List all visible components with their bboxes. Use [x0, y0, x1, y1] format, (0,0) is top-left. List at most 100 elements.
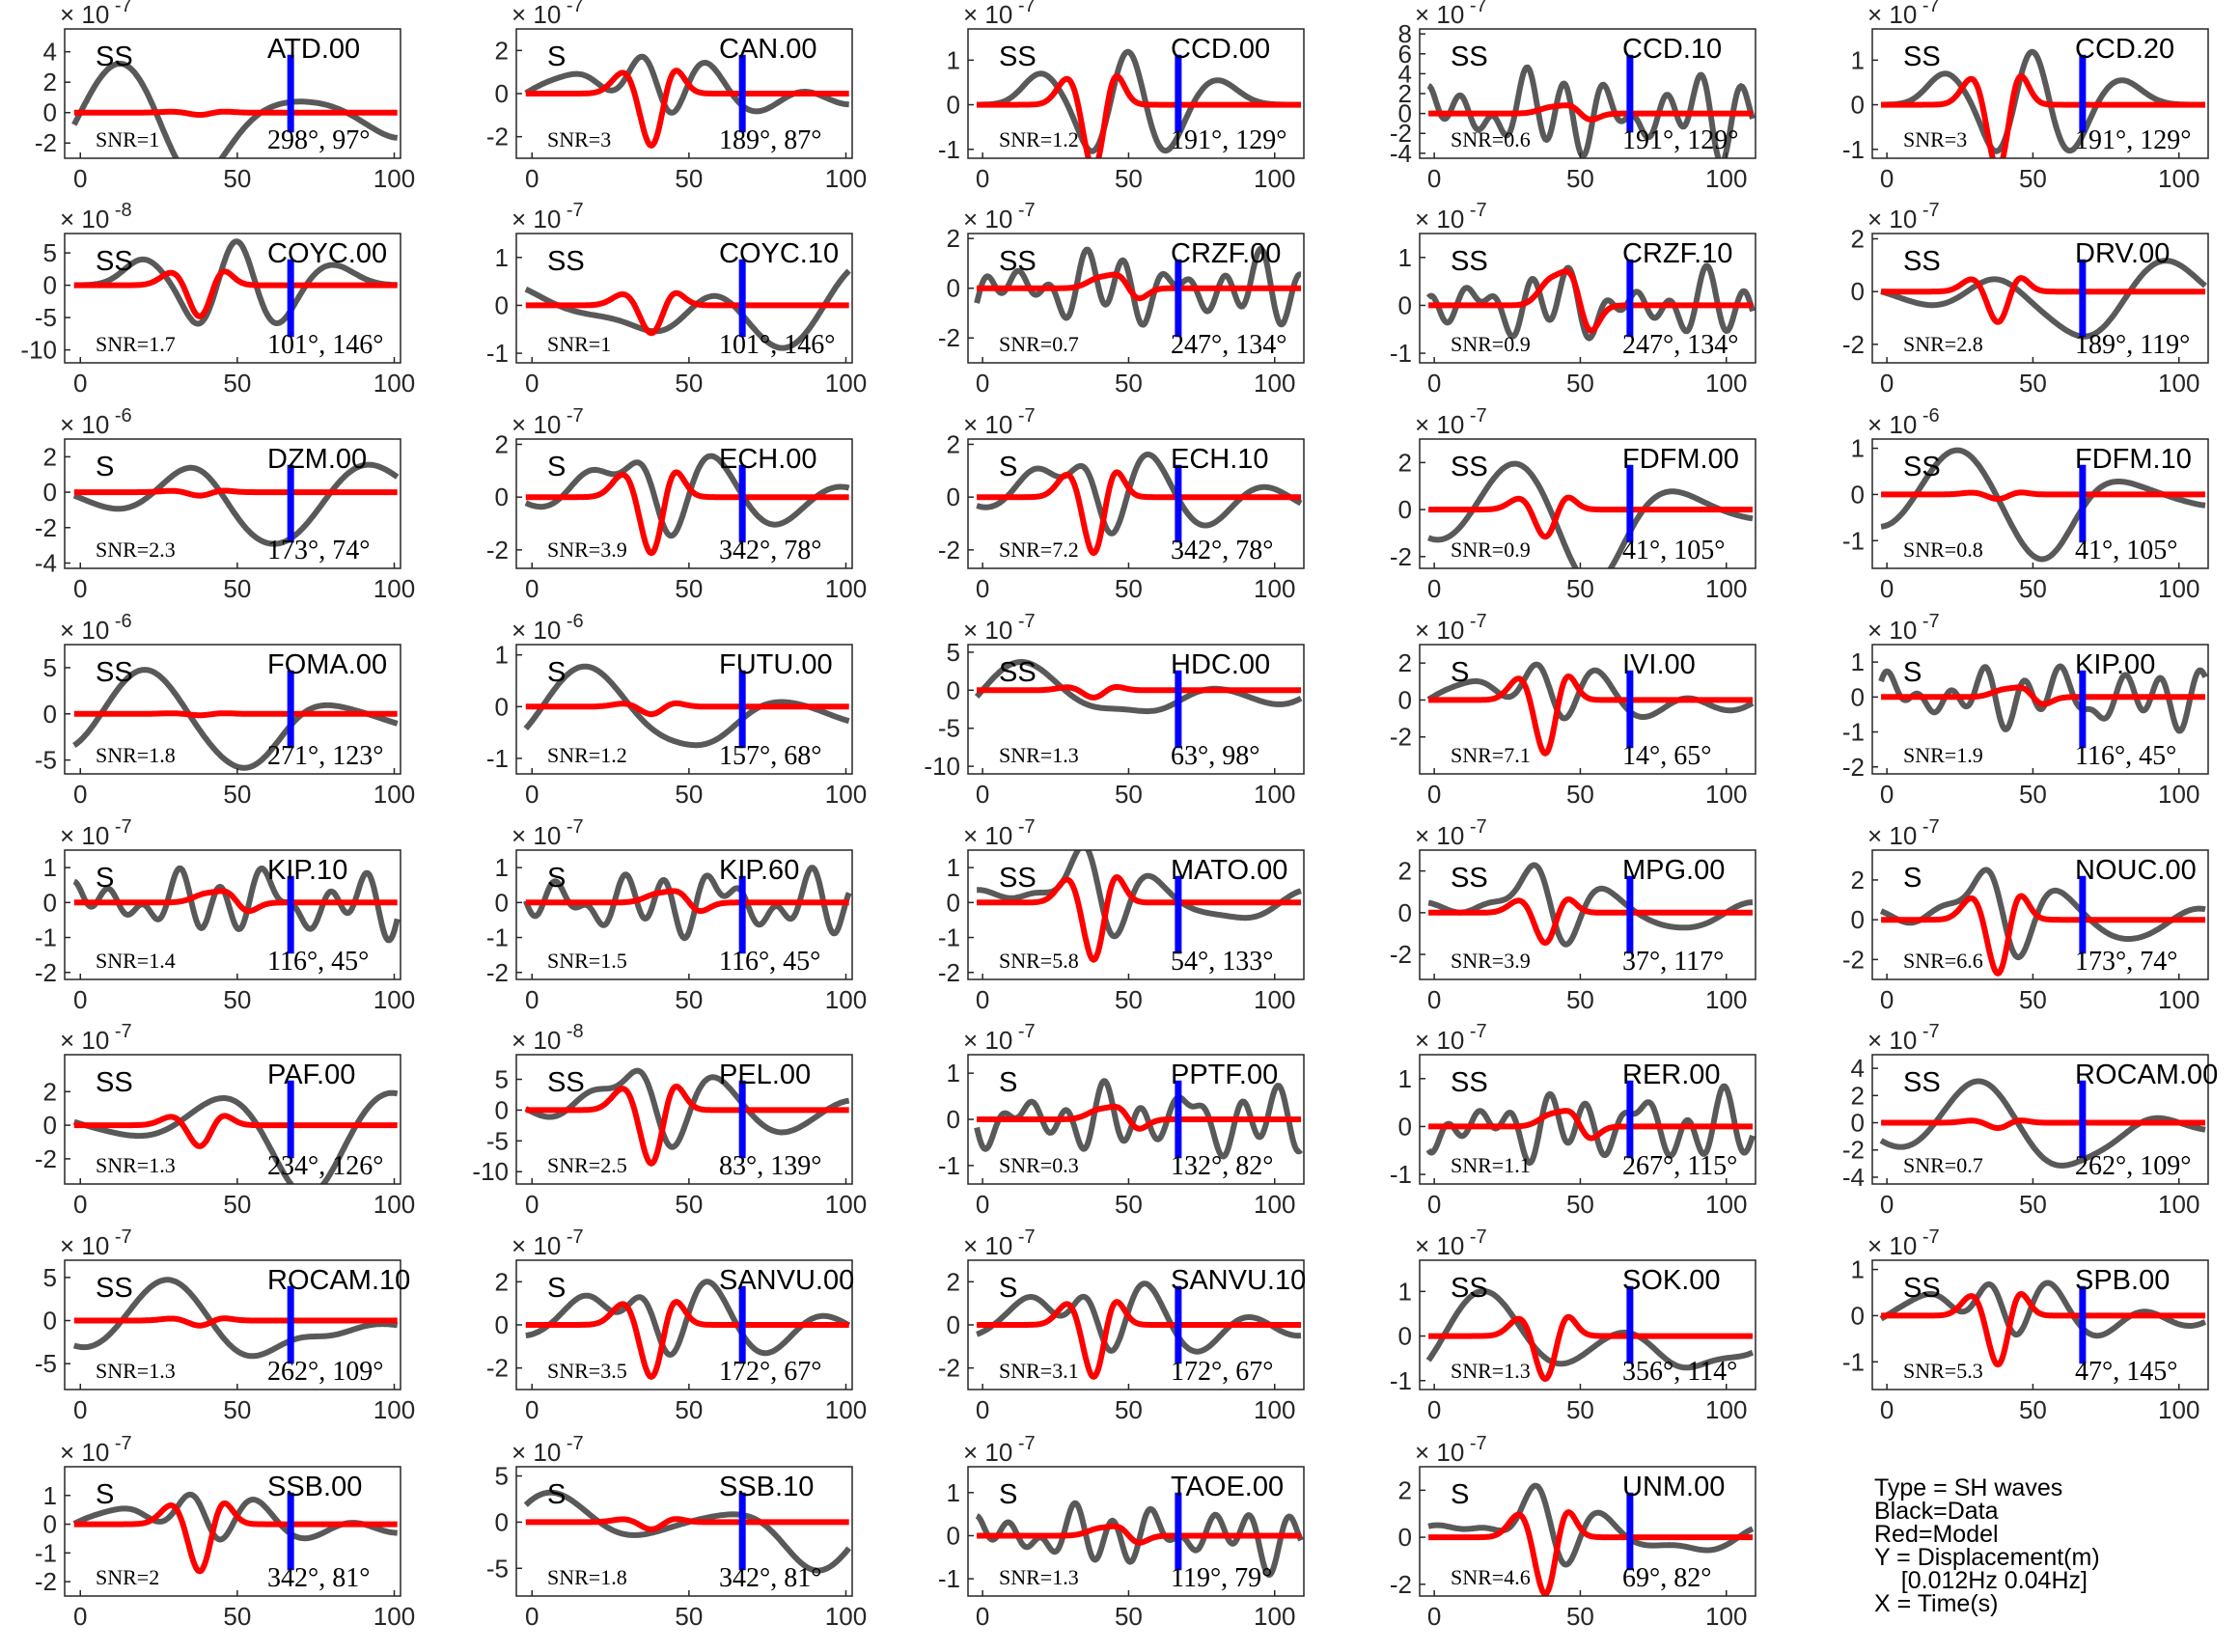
y-tick-label: 0: [1398, 685, 1412, 714]
snr-label: SNR=5.3: [1903, 1359, 1983, 1383]
axes-box: [1871, 849, 2209, 980]
x-tick-label: 100: [2158, 164, 2199, 193]
y-tick-label: -10: [20, 336, 57, 365]
x-tick-label: 0: [73, 985, 87, 1014]
y-tick-label: -4: [1842, 1163, 1865, 1192]
x-tick-label: 50: [1566, 369, 1594, 398]
station-label: COYC.00: [267, 238, 387, 269]
panel-coyc-00: 0 50 100 -10 -5 0 5× 10 -8 SS COYC.00 SNR=1.7 101°…: [20, 200, 415, 398]
station-label: FDFM.10: [2075, 444, 2192, 475]
data-trace: [523, 865, 852, 942]
azimuth-label: 69°, 82°: [1622, 1563, 1711, 1593]
phase-label: S: [96, 863, 114, 894]
y-tick-label: 1: [1851, 1255, 1865, 1284]
panel-sanvu-10: 0 50 100 -2 0 2× 10 -7 S SANVU.10 SNR=3.1 172°, 6…: [938, 1226, 1306, 1424]
x-tick-label: 100: [1254, 780, 1295, 809]
phase-label: SS: [547, 246, 585, 277]
y-tick-label: 0: [1851, 91, 1865, 120]
phase-label: SS: [1451, 41, 1488, 72]
y-exponent: × 10 -7: [963, 405, 1036, 439]
y-exponent: × 10 -7: [512, 1226, 584, 1260]
snr-label: SNR=1.8: [547, 1565, 627, 1589]
x-tick-label: 0: [1880, 1190, 1894, 1219]
x-tick-label: 100: [373, 164, 415, 193]
snr-label: SNR=1.3: [999, 743, 1079, 767]
phase-label: SS: [1903, 1067, 1941, 1098]
snr-label: SNR=1.5: [547, 949, 627, 973]
x-tick-label: 0: [525, 1602, 539, 1631]
y-tick-label: 2: [495, 1267, 509, 1296]
data-trace: [1426, 64, 1756, 158]
axes-box: [967, 1466, 1305, 1597]
phase-label: SS: [96, 246, 133, 277]
axes-box: [515, 644, 853, 775]
axes-box: [64, 644, 401, 775]
x-tick-label: 50: [675, 985, 703, 1014]
model-trace: [1879, 72, 2207, 158]
model-trace: [72, 1500, 400, 1575]
model-trace: [975, 271, 1303, 302]
y-tick-label: 1: [43, 853, 57, 882]
axes-box: [1419, 1054, 1756, 1185]
y-tick-label: -2: [35, 958, 57, 987]
y-tick-label: 0: [43, 271, 57, 300]
x-tick-label: 50: [1115, 1395, 1143, 1424]
y-tick-label: 0: [1851, 277, 1865, 306]
y-tick-label: 8: [1398, 19, 1412, 48]
azimuth-label: 267°, 115°: [1622, 1151, 1737, 1181]
y-tick-label: 2: [1851, 866, 1865, 895]
x-tick-label: 50: [1566, 985, 1594, 1014]
y-tick-label: -2: [35, 1567, 57, 1596]
y-tick-label: 5: [43, 238, 57, 267]
y-tick-label: 5: [495, 1462, 509, 1491]
phase-label: SS: [96, 41, 133, 72]
y-exponent: × 10 -7: [60, 816, 132, 850]
azimuth-label: 41°, 105°: [1622, 536, 1725, 565]
panel-hdc-00: 0 50 100 -10 -5 0 5× 10 -7 SS HDC.00 SNR=1.3 63°, …: [924, 611, 1305, 809]
y-tick-label: 0: [43, 700, 57, 729]
axes-box: [64, 849, 401, 980]
x-tick-label: 100: [373, 574, 415, 603]
y-tick-label: 0: [43, 98, 57, 127]
azimuth-label: 234°, 126°: [267, 1151, 383, 1181]
y-exponent: × 10 -7: [963, 0, 1036, 29]
x-tick-label: 50: [675, 1190, 703, 1219]
y-exponent: × 10 -7: [1415, 816, 1487, 850]
x-tick-label: 50: [2019, 369, 2047, 398]
x-tick-label: 50: [675, 369, 703, 398]
axes-box: [1871, 1054, 2209, 1185]
x-tick-label: 0: [73, 1602, 87, 1631]
y-exponent: × 10 -7: [512, 816, 584, 850]
x-tick-label: 50: [1566, 164, 1594, 193]
x-tick-label: 100: [1705, 369, 1747, 398]
y-exponent: × 10 -7: [512, 0, 584, 29]
model-trace: [524, 1299, 851, 1380]
data-trace: [72, 238, 400, 327]
model-trace: [524, 68, 851, 149]
x-tick-label: 0: [525, 574, 539, 603]
station-label: PPTF.00: [1171, 1060, 1278, 1090]
x-tick-label: 100: [825, 574, 867, 603]
data-trace: [975, 451, 1303, 537]
panel-nouc-00: 0 50 100 -2 0 2× 10 -7 S NOUC.00 SNR=6.6 173°, 74…: [1842, 816, 2209, 1014]
panel-can-00: 0 50 100 -2 0 2× 10 -7 S CAN.00 SNR=3 189°, 87°: [486, 0, 867, 193]
station-label: CRZF.00: [1171, 238, 1281, 269]
phase-label: S: [1451, 657, 1469, 688]
y-tick-label: 2: [495, 36, 509, 65]
y-tick-label: -2: [35, 128, 57, 157]
azimuth-label: 119°, 79°: [1171, 1563, 1272, 1593]
x-tick-label: 0: [1880, 369, 1894, 398]
y-tick-label: -2: [35, 1144, 57, 1173]
azimuth-label: 132°, 82°: [1171, 1151, 1273, 1181]
y-exponent: × 10 -6: [512, 611, 584, 645]
snr-label: SNR=0.9: [1451, 537, 1531, 562]
data-trace: [72, 1089, 400, 1184]
station-label: ROCAM.00: [2075, 1060, 2218, 1090]
x-tick-label: 0: [1880, 985, 1894, 1014]
y-tick-label: -2: [1842, 753, 1865, 782]
snr-label: SNR=0.3: [999, 1153, 1079, 1177]
phase-label: SS: [999, 246, 1037, 277]
station-label: PEL.00: [719, 1060, 811, 1090]
y-exponent: × 10 -7: [1867, 1226, 1940, 1260]
